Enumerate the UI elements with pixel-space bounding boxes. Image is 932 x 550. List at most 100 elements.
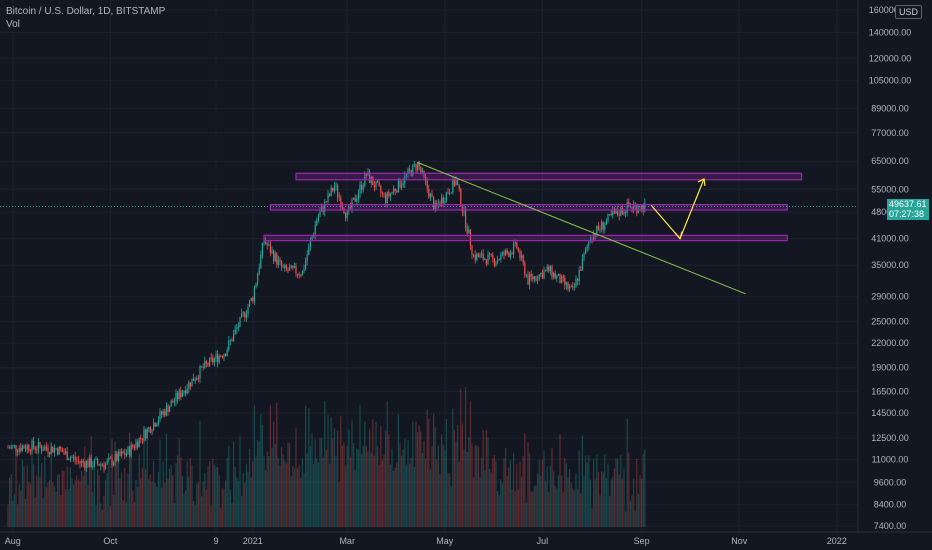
volume-bar xyxy=(541,460,543,527)
volume-bar xyxy=(356,448,358,527)
volume-bar xyxy=(13,494,15,527)
candle-body xyxy=(141,438,143,440)
candle-body xyxy=(511,252,513,255)
volume-bar xyxy=(346,446,348,527)
candle-body xyxy=(529,274,531,285)
candle-body xyxy=(333,186,335,192)
volume-bar xyxy=(617,458,619,527)
volume-bar xyxy=(375,421,377,527)
volume-bar xyxy=(49,479,51,527)
volume-bar xyxy=(431,445,433,527)
trendline[interactable] xyxy=(417,162,746,295)
volume-bar xyxy=(340,415,342,527)
volume-bar xyxy=(193,501,195,527)
volume-bar xyxy=(612,476,614,527)
volume-bar xyxy=(641,479,643,527)
volume-bar xyxy=(615,458,617,527)
candle-body xyxy=(445,192,447,202)
candle-body xyxy=(37,442,39,450)
volume-bar xyxy=(421,453,423,527)
volume-bar xyxy=(399,443,401,527)
x-tick-label: Aug xyxy=(5,536,21,546)
volume-bar xyxy=(157,471,159,527)
price-axis[interactable]: 160000.00 140000.00 120000.00 105000.00 8900… xyxy=(857,0,911,532)
volume-bar xyxy=(173,503,175,527)
y-tick-label: 11000.00 xyxy=(872,454,909,464)
candle-body xyxy=(458,184,460,189)
volume-bar xyxy=(170,465,172,527)
volume-bar xyxy=(437,445,439,527)
volume-bar xyxy=(620,454,622,527)
volume-bar xyxy=(453,430,455,527)
volume-bar xyxy=(479,477,481,527)
candle-body xyxy=(130,444,132,456)
y-tick-label: 19000.00 xyxy=(871,363,909,373)
volume-bar xyxy=(493,455,495,527)
volume-bar xyxy=(482,430,484,527)
volume-bar xyxy=(239,436,241,527)
volume-bar xyxy=(466,451,468,527)
volume-label[interactable]: Vol xyxy=(6,19,20,30)
volume-bar xyxy=(385,430,387,527)
volume-bar xyxy=(258,441,260,527)
volume-bar xyxy=(84,446,86,527)
volume-bar xyxy=(413,467,415,527)
currency-button[interactable]: USD xyxy=(895,5,923,19)
volume-bar xyxy=(357,449,359,527)
volume-bar xyxy=(71,478,73,527)
volume-bar xyxy=(260,414,262,527)
volume-bar xyxy=(601,470,603,527)
volume-bar xyxy=(212,458,214,527)
candle-body xyxy=(33,441,35,448)
volume-bar xyxy=(327,414,329,527)
volume-bar xyxy=(154,482,156,527)
candle-body xyxy=(418,161,420,167)
volume-bar xyxy=(76,475,78,527)
candle-body xyxy=(89,457,91,467)
candle-body xyxy=(420,166,422,173)
symbol-title[interactable]: Bitcoin / U.S. Dollar, 1D, BITSTAMP xyxy=(6,6,166,17)
volume-bar xyxy=(359,404,361,527)
candle-body xyxy=(92,465,94,467)
candle-body xyxy=(42,450,44,452)
volume-bar xyxy=(543,451,545,527)
volume-bar xyxy=(330,417,332,527)
volume-bar xyxy=(586,462,588,527)
volume-bar xyxy=(263,455,265,527)
candle-body xyxy=(53,448,55,453)
y-tick-label: 35000.00 xyxy=(871,260,909,270)
candle-body xyxy=(285,265,287,269)
volume-bar xyxy=(55,491,57,527)
volume-bar xyxy=(625,511,627,527)
volume-bar xyxy=(477,446,479,527)
candle-body xyxy=(66,451,68,460)
candle-body xyxy=(327,193,329,203)
volume-bar xyxy=(314,439,316,527)
candle-body xyxy=(308,246,310,256)
time-axis[interactable]: Aug Oct 9 2021 Mar May Jul Sep Nov 2022 xyxy=(0,531,932,546)
candle-body xyxy=(538,274,540,280)
candle-body xyxy=(305,260,307,270)
candle-body xyxy=(109,457,111,459)
volume-bar xyxy=(130,454,132,527)
volume-bar xyxy=(553,471,555,527)
volume-bar xyxy=(644,449,646,527)
candle-body xyxy=(343,208,345,214)
volume-bar xyxy=(623,467,625,527)
candle-body xyxy=(578,270,580,281)
volume-bar xyxy=(500,479,502,527)
candle-body xyxy=(231,339,233,342)
volume-bar xyxy=(428,418,430,527)
candle-body xyxy=(9,447,11,449)
volume-bar xyxy=(324,400,326,527)
volume-bar xyxy=(218,475,220,527)
candle-body xyxy=(242,312,244,314)
candle-body xyxy=(253,288,255,302)
candle-body xyxy=(465,209,467,228)
candle-body xyxy=(466,227,468,234)
volume-bar xyxy=(301,458,303,527)
volume-bar xyxy=(585,455,587,527)
candle-body xyxy=(241,313,243,317)
volume-bar xyxy=(519,461,521,527)
